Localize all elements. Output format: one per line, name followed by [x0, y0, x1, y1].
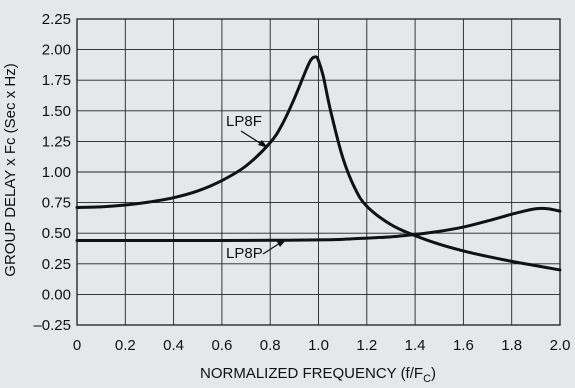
x-tick-label: 1.6: [453, 337, 474, 354]
grid-lines: [76, 18, 561, 326]
y-tick-label: 0.75: [42, 195, 71, 212]
series-line-lp8p: [75, 206, 562, 243]
x-axis-label: NORMALIZED FREQUENCY (f/FC): [200, 365, 436, 385]
annotation-lp8f: LP8F: [226, 113, 262, 130]
x-tick-label: 0.6: [211, 337, 232, 354]
y-tick-label: 0.50: [42, 225, 71, 242]
y-tick-label: –0.25: [33, 317, 71, 334]
x-tick-label: 1.8: [501, 337, 522, 354]
y-tick-label: 2.25: [42, 11, 71, 28]
series-line-lp8f: [75, 55, 562, 272]
y-tick-label: 0.00: [42, 286, 71, 303]
annotation-lp8p: LP8P: [226, 245, 263, 262]
annotation-lp8p-arrowhead: [276, 240, 286, 247]
y-tick-label: 1.00: [42, 164, 71, 181]
tick-labels: 0 0.2 0.4 0.6 0.8 1.0 1.2 1.4 1.6 1.8 2.0 –0.25 0.00…: [33, 11, 570, 354]
x-tick-label: 1.0: [308, 337, 329, 354]
series-layer: [75, 55, 562, 272]
x-tick-label: 2.0: [550, 337, 571, 354]
y-tick-label: 1.75: [42, 72, 71, 89]
annotation-lp8p-pointer: [262, 242, 281, 255]
annotation-lp8f-pointer: [240, 130, 264, 146]
annotation-lp8f-arrowhead: [258, 140, 268, 148]
x-tick-label: 0.2: [115, 337, 136, 354]
y-tick-label: 1.50: [42, 103, 71, 120]
y-tick-label: 0.25: [42, 256, 71, 273]
y-tick-label: 2.00: [42, 42, 71, 59]
y-tick-label: 1.25: [42, 133, 71, 150]
y-axis-label: GROUP DELAY x Fc (Sec x Hz): [2, 63, 19, 276]
x-tick-label: 0.4: [163, 337, 184, 354]
x-tick-label: 0.8: [260, 337, 281, 354]
x-tick-label: 1.2: [356, 337, 377, 354]
x-tick-label: 1.4: [405, 337, 426, 354]
x-tick-label: 0: [73, 337, 81, 354]
